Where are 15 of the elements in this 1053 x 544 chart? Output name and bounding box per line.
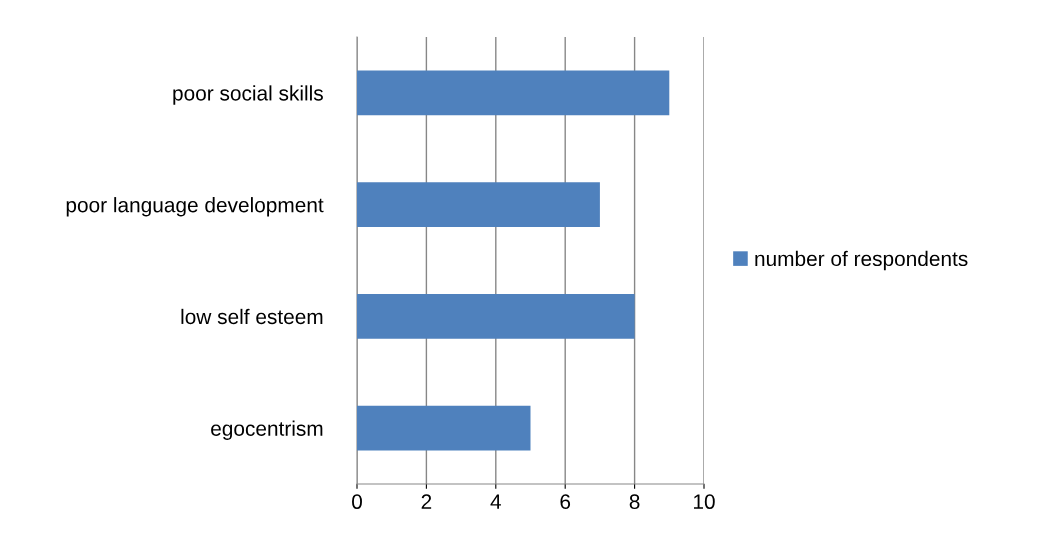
- y-tick-label: low self esteem: [181, 308, 323, 325]
- bar: [357, 182, 600, 227]
- y-tick-label: poor language development: [66, 197, 324, 217]
- bar: [357, 294, 635, 339]
- x-tick-label: 2: [421, 494, 432, 509]
- x-tick-label: 6: [560, 494, 571, 510]
- x-tick-label: 4: [490, 494, 501, 509]
- y-tick-label: poor social skills: [173, 85, 323, 105]
- x-tick-label: 8: [629, 494, 640, 510]
- y-tick-label: egocentrism: [211, 420, 323, 440]
- bar: [357, 70, 670, 116]
- bar: [357, 405, 531, 451]
- x-tick-label: 0: [352, 494, 362, 510]
- legend-label: number of respondents: [755, 250, 968, 271]
- x-tick-label: 10: [694, 494, 715, 510]
